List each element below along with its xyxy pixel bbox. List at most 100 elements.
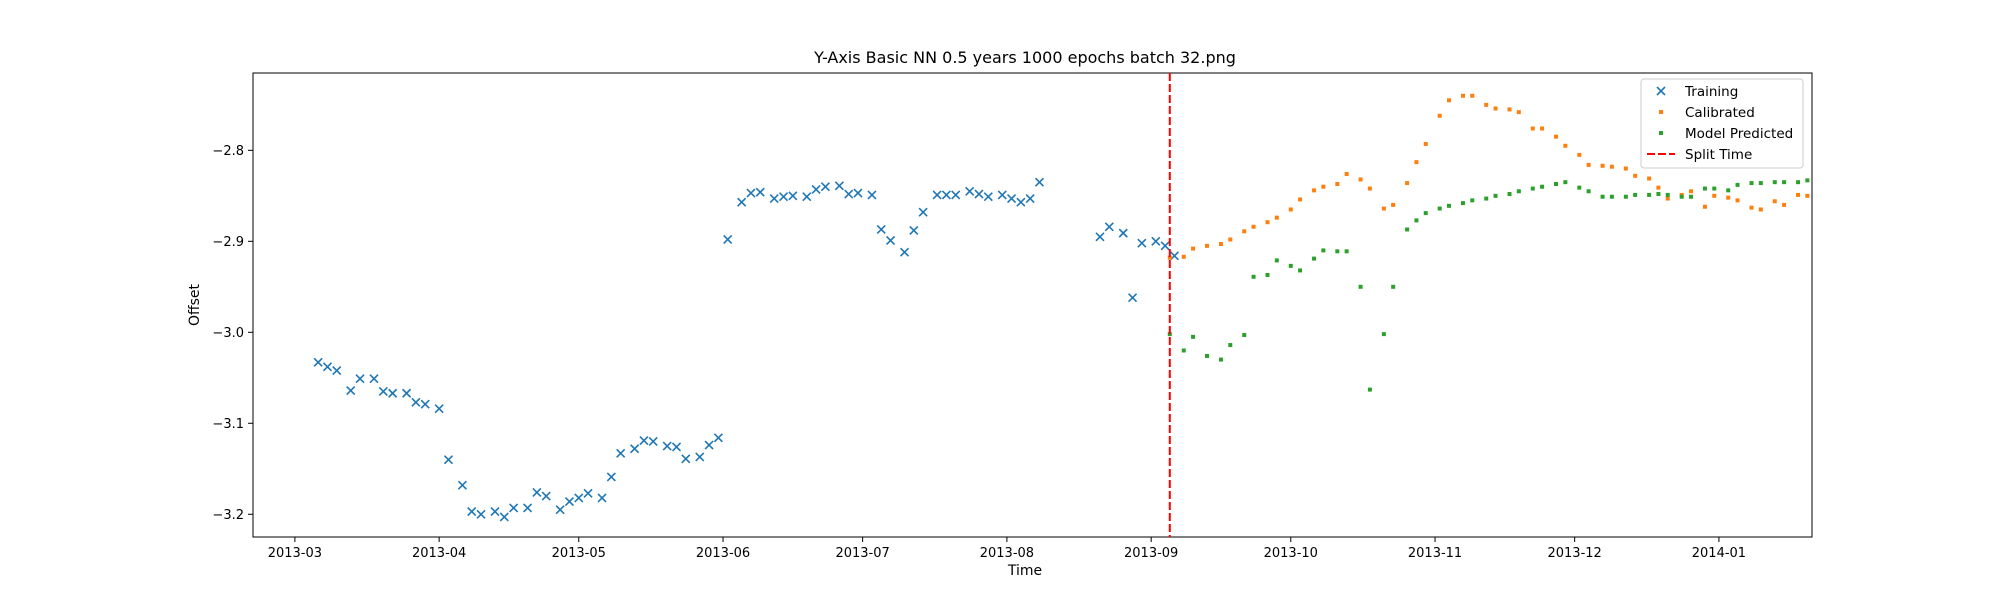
calibrated-point <box>1600 163 1605 168</box>
training-point <box>1151 236 1161 246</box>
training-point <box>476 509 486 519</box>
calibrated-point <box>1460 93 1465 98</box>
training-point <box>951 190 961 200</box>
calibrated-point <box>1358 177 1363 182</box>
predicted-point <box>1218 357 1223 362</box>
predicted-point <box>1335 249 1340 254</box>
chart-title: Y-Axis Basic NN 0.5 years 1000 epochs ba… <box>813 48 1236 67</box>
calibrated-point <box>1414 160 1419 165</box>
calibrated-point <box>1391 202 1396 207</box>
predicted-point <box>1507 192 1512 197</box>
training-point <box>532 487 542 497</box>
training-point <box>1025 193 1035 204</box>
legend-marker-calibrated <box>1659 110 1663 114</box>
predicted-point <box>1484 196 1489 201</box>
predicted-point <box>1702 186 1707 191</box>
calibrated-point <box>1218 242 1223 247</box>
training-point <box>322 362 333 372</box>
legend-label: Calibrated <box>1685 105 1755 121</box>
series-training <box>313 177 1180 522</box>
predicted-point <box>1577 185 1582 190</box>
calibrated-point <box>1242 229 1247 234</box>
predicted-point <box>1321 248 1326 253</box>
predicted-point <box>1633 192 1638 197</box>
training-point <box>411 397 421 407</box>
training-point <box>876 224 886 235</box>
y-tick-label: −3.0 <box>212 326 244 341</box>
predicted-point <box>1647 192 1652 197</box>
calibrated-point <box>1507 107 1512 112</box>
predicted-point <box>1758 181 1763 186</box>
calibrated-point <box>1228 237 1233 242</box>
training-point <box>965 186 975 196</box>
y-tick-label: −3.2 <box>212 508 244 523</box>
training-point <box>885 235 896 245</box>
calibrated-point <box>1726 195 1731 200</box>
predicted-point <box>1381 332 1386 337</box>
x-axis: 2013-03 2013-04 2013-05 2013-06 2013-07 2013-… <box>268 537 1746 561</box>
training-point <box>932 190 942 200</box>
predicted-point <box>1414 218 1419 223</box>
training-point <box>713 433 723 443</box>
training-point <box>834 181 844 191</box>
predicted-point <box>1749 181 1754 186</box>
calibrated-point <box>1288 207 1293 212</box>
series-model-predicted <box>1167 178 1810 392</box>
predicted-point <box>1679 194 1684 199</box>
x-tick-label: 2013-06 <box>696 546 750 561</box>
predicted-point <box>1274 258 1279 263</box>
series-calibrated <box>1167 93 1810 260</box>
calibrated-point <box>1447 98 1452 103</box>
y-tick-label: −2.9 <box>212 235 244 250</box>
predicted-point <box>1735 182 1740 187</box>
calibrated-point <box>1484 102 1489 107</box>
predicted-point <box>1656 192 1661 197</box>
training-point <box>974 189 984 199</box>
training-point <box>555 505 565 515</box>
calibrated-point <box>1586 162 1591 167</box>
calibrated-point <box>1647 176 1652 181</box>
predicted-point <box>1772 180 1777 185</box>
training-point <box>899 247 910 257</box>
predicted-point <box>1460 201 1465 206</box>
training-point <box>755 187 765 197</box>
calibrated-point <box>1251 224 1256 229</box>
x-tick-label: 2013-04 <box>412 546 466 561</box>
predicted-point <box>1540 184 1545 189</box>
predicted-point <box>1493 193 1498 198</box>
training-point <box>1016 197 1026 207</box>
predicted-point <box>1358 284 1363 289</box>
training-point <box>564 496 575 507</box>
training-point <box>662 441 672 451</box>
predicted-point <box>1600 194 1605 199</box>
training-point <box>681 454 691 464</box>
training-point <box>583 488 593 498</box>
predicted-point <box>1437 206 1442 211</box>
predicted-point <box>1167 332 1172 337</box>
training-point <box>1095 232 1105 242</box>
training-point <box>746 188 756 198</box>
plot-frame <box>252 72 1813 538</box>
x-tick-label: 2013-05 <box>552 546 606 561</box>
plot-area <box>252 72 1813 538</box>
training-point <box>1160 241 1170 251</box>
training-point <box>457 480 467 490</box>
predicted-point <box>1726 188 1731 193</box>
predicted-point <box>1805 178 1810 183</box>
predicted-point <box>1191 334 1196 339</box>
calibrated-point <box>1702 204 1707 209</box>
training-point <box>509 503 519 513</box>
predicted-point <box>1516 189 1521 194</box>
training-point <box>778 192 789 202</box>
training-point <box>346 385 356 396</box>
calibrated-point <box>1735 198 1740 203</box>
predicted-point <box>1391 284 1396 289</box>
training-point <box>1006 193 1017 204</box>
calibrated-point <box>1712 193 1717 198</box>
training-point <box>867 190 877 200</box>
predicted-point <box>1344 249 1349 254</box>
training-point <box>313 357 323 367</box>
predicted-point <box>1586 189 1591 194</box>
calibrated-point <box>1758 207 1763 212</box>
